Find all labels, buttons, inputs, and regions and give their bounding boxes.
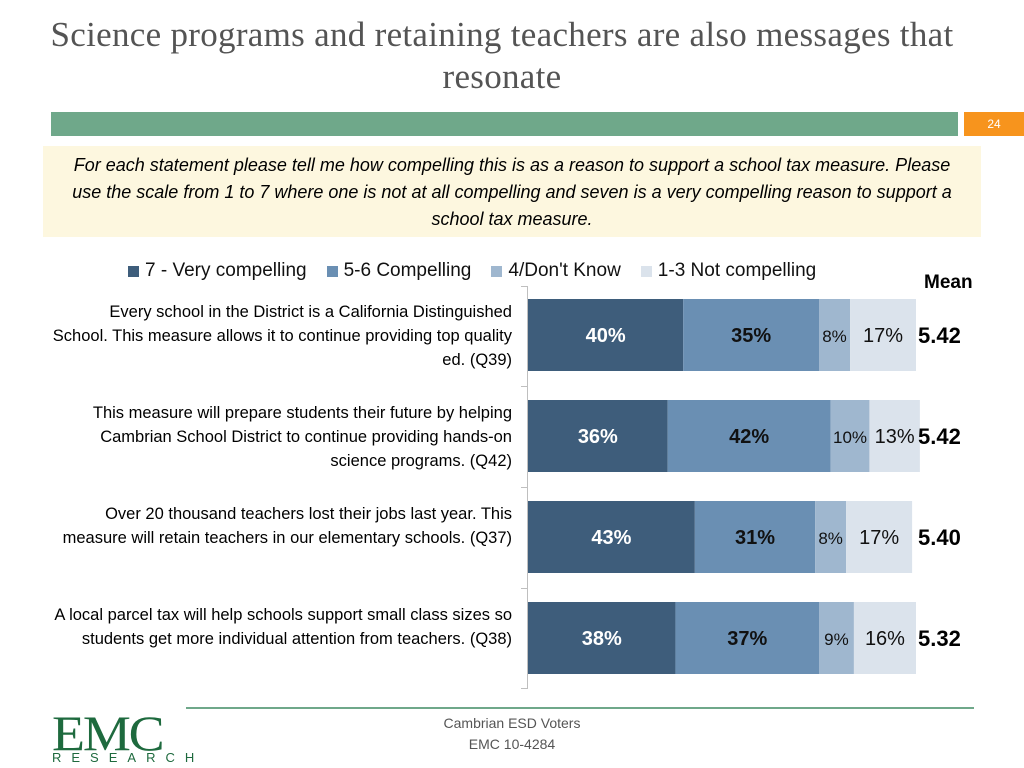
data-label-not-compelling-row-1: 17% — [863, 325, 903, 347]
legend-swatch — [128, 265, 139, 277]
row-label-q37: Over 20 thousand teachers lost their job… — [62, 505, 512, 547]
axis-tick — [521, 386, 528, 387]
legend-swatch — [640, 265, 652, 277]
bar-very-compelling-row-1 — [528, 299, 684, 371]
bar-not-compelling-row-2 — [869, 400, 920, 472]
legend-label: 7 - Very compelling — [145, 260, 307, 281]
footer-caption: Cambrian ESD Voters EMC 10-4284 — [412, 713, 612, 755]
bar-not-compelling-row-1 — [850, 299, 916, 371]
legend-label: 4/Don't Know — [508, 260, 621, 281]
data-label-compelling-row-2: 42% — [729, 426, 769, 448]
data-label-dont-know-row-3: 8% — [818, 529, 843, 548]
chart-legend: 7 - Very compelling 5-6 Compelling 4/Don… — [128, 258, 836, 284]
bar-very-compelling-row-4 — [528, 602, 676, 674]
data-label-dont-know-row-1: 8% — [822, 327, 847, 346]
slide-title: Science programs and retaining teachers … — [50, 15, 954, 96]
row-label-q42: This measure will prepare students their… — [92, 404, 512, 470]
footer-line-1: Cambrian ESD Voters — [443, 715, 581, 731]
data-label-compelling-row-1: 35% — [731, 325, 771, 347]
axis-tick — [521, 588, 528, 589]
footer-line-2: EMC 10-4284 — [468, 736, 556, 752]
header-accent-bar — [51, 112, 958, 136]
legend-item-compelling: 5-6 Compelling — [326, 260, 472, 282]
data-label-very-compelling-row-4: 38% — [582, 628, 622, 650]
bar-dont-know-row-2 — [830, 400, 870, 472]
row-mean-q39: 5.42 — [918, 323, 961, 348]
axis-tick — [521, 286, 528, 287]
legend-label: 1-3 Not compelling — [657, 260, 817, 281]
row-mean-q38: 5.32 — [918, 626, 961, 651]
emc-research-logo: EMC RESEARCH — [52, 705, 207, 765]
bar-dont-know-row-3 — [815, 501, 847, 573]
legend-swatch — [326, 265, 338, 277]
legend-item-not-compelling: 1-3 Not compelling — [640, 260, 817, 282]
bar-compelling-row-1 — [683, 299, 819, 371]
bar-compelling-row-2 — [667, 400, 831, 472]
bar-compelling-row-3 — [694, 501, 816, 573]
data-label-dont-know-row-2: 10% — [833, 428, 867, 447]
page-number-badge: 24 — [964, 112, 1024, 136]
bar-very-compelling-row-2 — [528, 400, 668, 472]
axis-tick — [521, 688, 528, 689]
data-label-very-compelling-row-3: 43% — [591, 527, 631, 549]
footer-divider — [186, 707, 974, 709]
question-text: For each statement please tell me how co… — [43, 146, 981, 237]
bar-very-compelling-row-3 — [528, 501, 695, 573]
data-label-dont-know-row-4: 9% — [824, 630, 849, 649]
row-mean-q37: 5.40 — [918, 525, 961, 550]
data-label-not-compelling-row-4: 16% — [865, 628, 905, 650]
data-label-not-compelling-row-2: 13% — [875, 426, 915, 448]
bar-dont-know-row-4 — [819, 602, 854, 674]
data-label-not-compelling-row-3: 17% — [859, 527, 899, 549]
row-mean-q42: 5.42 — [918, 424, 961, 449]
legend-label: 5-6 Compelling — [343, 260, 472, 281]
bar-not-compelling-row-3 — [846, 501, 913, 573]
mean-column-header: Mean — [924, 272, 973, 293]
axis-tick — [521, 487, 528, 488]
row-label-q38: A local parcel tax will help schools sup… — [54, 606, 512, 648]
data-label-very-compelling-row-1: 40% — [586, 325, 626, 347]
legend-item-dont-know: 4/Don't Know — [491, 260, 621, 282]
data-label-compelling-row-4: 37% — [727, 628, 767, 650]
logo-subtext: RESEARCH — [52, 750, 207, 765]
bar-compelling-row-4 — [675, 602, 819, 674]
legend-item-very-compelling: 7 - Very compelling — [128, 260, 307, 282]
data-label-very-compelling-row-2: 36% — [578, 426, 618, 448]
row-label-q39: Every school in the District is a Califo… — [52, 303, 512, 369]
bar-dont-know-row-1 — [819, 299, 851, 371]
legend-swatch — [491, 265, 503, 277]
logo-text: EMC — [52, 705, 165, 761]
data-label-compelling-row-3: 31% — [735, 527, 775, 549]
bar-not-compelling-row-4 — [853, 602, 916, 674]
